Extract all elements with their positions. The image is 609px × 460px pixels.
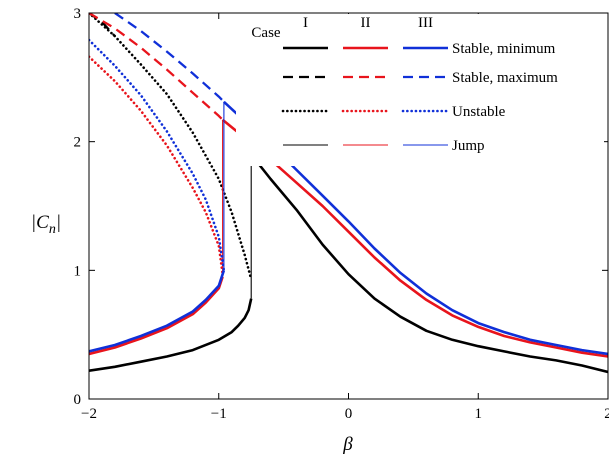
y-tick-label: 0 — [74, 392, 82, 408]
x-axis-label: β — [342, 434, 353, 455]
legend-label: Stable, minimum — [452, 41, 556, 57]
curves-layer — [89, 13, 608, 374]
legend-label: Jump — [452, 138, 485, 154]
legend-header: Case — [251, 25, 281, 41]
y-axis-label: |Cn| — [31, 212, 61, 237]
series-case-i-unstable-3 — [89, 13, 253, 281]
series-case-ii-unstable-8 — [89, 55, 224, 276]
series-case-ii-stable-min-5 — [89, 276, 224, 356]
legend-case-iii: III — [418, 15, 433, 31]
series-case-iii-stable-max-12 — [114, 13, 225, 103]
x-tick-label: 1 — [475, 406, 483, 422]
x-tick-label: −1 — [211, 406, 227, 422]
series-case-ii-stable-min-6 — [221, 118, 608, 358]
x-tick-label: −2 — [81, 406, 97, 422]
legend-label: Unstable — [452, 104, 506, 120]
series-case-iii-stable-min-10 — [89, 269, 226, 353]
y-tick-label: 3 — [74, 6, 82, 22]
series-case-i-stable-min-0 — [89, 298, 253, 372]
x-tick-label: 2 — [604, 406, 609, 422]
y-axis-label-bar: | — [56, 212, 61, 233]
x-tick-label: 0 — [345, 406, 353, 422]
series-case-i-stable-min-1 — [250, 153, 608, 374]
y-tick-label: 2 — [74, 135, 82, 151]
series-case-ii-stable-max-7 — [89, 13, 224, 121]
series-case-iii-unstable-13 — [89, 38, 226, 272]
legend-label: Stable, maximum — [452, 70, 558, 86]
y-axis-label-main: |C — [31, 212, 49, 233]
y-tick-label: 1 — [74, 263, 82, 279]
legend-case-i: I — [303, 15, 308, 31]
legend-case-ii: II — [361, 15, 371, 31]
legend-background — [236, 14, 604, 166]
y-axis-label-sub: n — [49, 222, 56, 237]
